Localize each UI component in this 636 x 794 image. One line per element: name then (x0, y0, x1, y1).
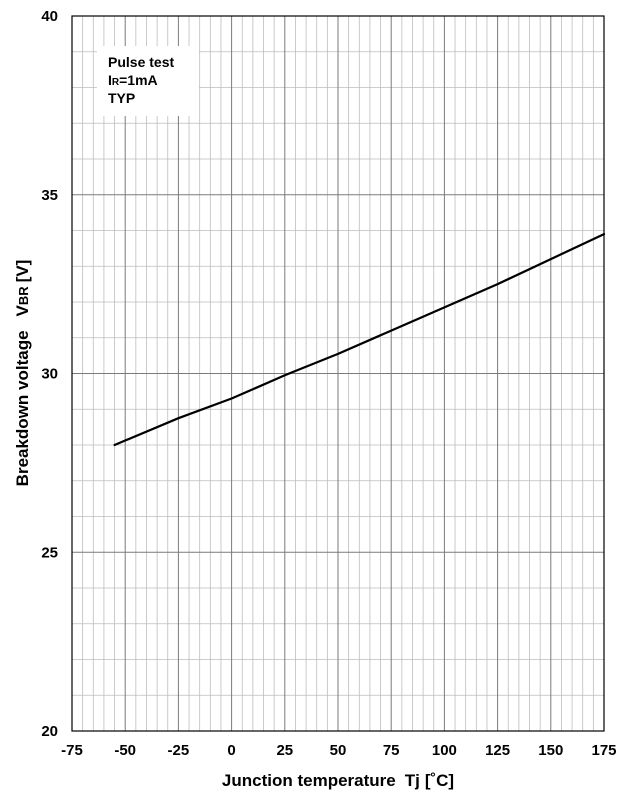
x-tick-label: -50 (114, 742, 136, 759)
y-axis-title-symbol: V (13, 304, 32, 316)
x-axis-title: Junction temperature Tj [˚C] (222, 771, 454, 790)
y-tick-label: 20 (41, 723, 58, 740)
annotation-current-subscript: R (112, 77, 120, 88)
major-grid (72, 16, 604, 731)
y-axis-title-main: Breakdown voltage (13, 330, 32, 486)
x-tick-label: 25 (276, 742, 293, 759)
x-tick-label: -25 (168, 742, 190, 759)
annotation-pulse-test: Pulse test (108, 54, 174, 70)
annotation-box: Pulse test IR=1mA TYP (97, 46, 199, 116)
x-tick-label: -75 (61, 742, 83, 759)
plot-border (71, 15, 605, 732)
y-tick-label: 30 (41, 366, 58, 383)
x-tick-label: 75 (383, 742, 400, 759)
y-axis-title-subscript: BR (16, 286, 31, 305)
y-tick-label: 25 (41, 544, 58, 561)
annotation-current-value: =1mA (119, 72, 158, 88)
series-line-1 (113, 232, 606, 447)
annotation-typ: TYP (108, 90, 135, 106)
x-tick-label: 100 (432, 742, 457, 759)
x-tick-labels: -75 -50 -25 0 25 50 75 100 125 150 175 (61, 742, 616, 759)
annotation-current-symbol: I (108, 72, 112, 88)
x-tick-label: 150 (538, 742, 563, 759)
x-axis-title-symbol: Tj (405, 771, 420, 790)
annotation-background (97, 46, 199, 116)
y-tick-label: 40 (41, 8, 58, 25)
x-tick-label: 125 (485, 742, 510, 759)
y-axis-title: Breakdown voltage VBR [V] (13, 260, 32, 487)
y-tick-labels: 20 25 30 35 40 (41, 8, 58, 740)
x-tick-label: 175 (591, 742, 616, 759)
x-axis-title-unit: [˚C] (425, 771, 454, 790)
x-tick-label: 50 (330, 742, 347, 759)
y-tick-label: 35 (41, 187, 58, 204)
annotation-current: IR=1mA (108, 72, 158, 88)
data-layer (113, 232, 606, 447)
y-axis-title-unit: [V] (13, 260, 32, 283)
x-tick-label: 0 (227, 742, 235, 759)
x-axis-title-main: Junction temperature (222, 771, 396, 790)
